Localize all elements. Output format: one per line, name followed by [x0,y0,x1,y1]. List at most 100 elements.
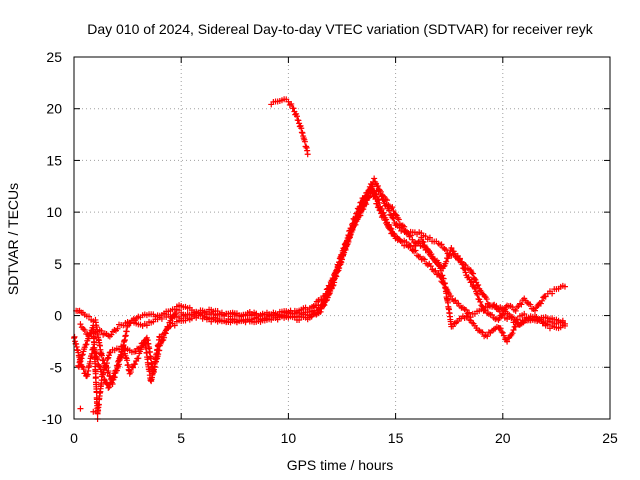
data-point [335,265,342,272]
data-point [477,298,484,305]
data-point [426,234,433,241]
data-point [77,405,84,412]
y-tick-label: 5 [54,256,62,272]
data-point [471,276,478,283]
data-point [100,369,107,376]
data-point [531,307,538,314]
x-tick-label: 25 [602,430,618,446]
data-point [478,302,485,309]
data-point [498,328,505,335]
data-point [372,196,379,203]
data-point [114,325,121,332]
data-point [78,355,85,362]
data-point [392,211,399,218]
data-point [374,200,381,207]
data-point [340,252,347,259]
y-tick-label: 0 [54,308,62,324]
data-point [100,356,107,363]
data-point [103,363,110,370]
y-axis-label: SDTVAR / TECUs [5,183,21,295]
data-point [301,138,308,145]
data-points [71,96,568,422]
data-point [83,341,90,348]
data-point [132,361,139,368]
data-point [246,308,253,315]
data-point [474,291,481,298]
data-point [396,224,403,231]
data-point [298,125,305,132]
data-point [395,216,402,223]
data-point [484,333,491,340]
data-point [407,232,414,239]
data-point [463,307,470,314]
data-point [75,363,82,370]
data-point [336,261,343,268]
data-point [360,206,367,213]
data-point [79,351,86,358]
data-point [427,263,434,270]
data-point [336,262,343,269]
data-point [286,101,293,108]
data-point [330,275,337,282]
data-point [504,338,511,345]
data-point [537,300,544,307]
data-point [318,296,325,303]
data-point [527,301,534,308]
data-point [470,270,477,277]
data-point [326,283,333,290]
data-point [82,341,89,348]
data-point [447,293,454,300]
data-point [399,238,406,245]
data-point [98,327,105,334]
axis-ticks: 0 5 10 15 20 25 -10 -5 0 5 10 15 20 25 [42,49,618,446]
plot-frame [73,56,611,420]
data-point [304,151,311,158]
data-point [323,286,330,293]
data-point [549,290,556,297]
data-point [75,362,82,369]
data-point [319,301,326,308]
x-tick-label: 10 [281,430,297,446]
x-tick-label: 0 [70,430,78,446]
data-point [298,129,305,136]
y-tick-label: -5 [50,359,63,375]
data-point [475,282,482,289]
data-point [135,355,142,362]
data-point [129,364,136,371]
data-point [107,373,114,380]
data-point [111,374,118,381]
data-point [104,355,111,362]
data-point [143,322,150,329]
data-point [113,367,120,374]
data-point [322,290,329,297]
data-point [105,368,112,375]
y-tick-label: 25 [46,49,62,65]
data-point [288,100,295,107]
data-point [92,374,99,381]
data-point [357,212,364,219]
data-point [379,196,386,203]
data-point [90,408,97,415]
data-point [171,322,178,329]
data-point [386,207,393,214]
x-tick-label: 20 [495,430,511,446]
data-point [98,352,105,359]
data-point [137,344,144,351]
data-point [178,315,185,322]
data-point [378,192,385,199]
x-tick-label: 5 [177,430,185,446]
data-point [446,251,453,258]
data-point [346,232,353,239]
data-point [466,309,473,316]
data-point [377,207,384,214]
data-point [299,130,306,137]
data-point [103,380,110,387]
data-point [360,195,367,202]
data-point [293,113,300,120]
data-point [325,282,332,289]
data-point [116,361,123,368]
y-tick-label: 15 [46,152,62,168]
data-point [77,358,84,365]
data-point [342,245,349,252]
